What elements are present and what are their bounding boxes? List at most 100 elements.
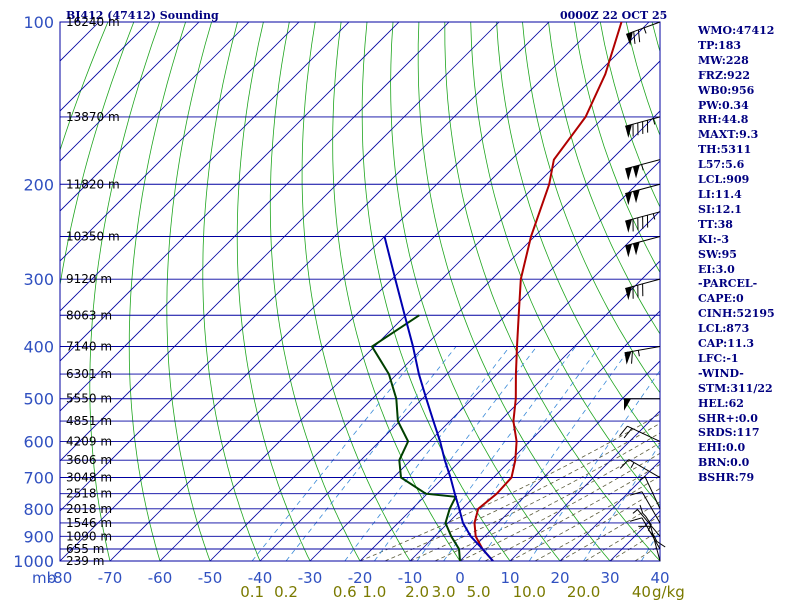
temperature-tick-label: 30 <box>600 569 619 587</box>
index-item: FRZ:922 <box>698 68 751 82</box>
wind-barb-staff <box>625 183 661 195</box>
pressure-tick-label: 400 <box>23 338 54 357</box>
wind-barb-staff <box>644 475 661 509</box>
wind-barb-staff <box>650 526 661 562</box>
moist-adiabat <box>409 432 660 561</box>
wind-barb-flag <box>631 351 633 364</box>
dry-adiabat <box>417 22 611 561</box>
mixing-ratio-label: 1.0 <box>362 583 386 600</box>
pressure-tick-label: 300 <box>23 270 54 289</box>
wind-barb-pennant <box>632 241 640 256</box>
index-item: TT:38 <box>698 217 733 231</box>
temperature-tick-label: 20 <box>550 569 569 587</box>
height-label: 655 m <box>66 542 104 556</box>
wind-barb-staff <box>628 459 661 478</box>
pressure-tick-label: 500 <box>23 390 54 409</box>
index-item: CAP:11.3 <box>698 337 755 351</box>
index-item: BSHR:79 <box>698 471 755 485</box>
index-item: KI:-3 <box>698 232 729 246</box>
chart-time: 0000Z 22 OCT 25 <box>560 9 668 22</box>
height-label: 5550 m <box>66 392 112 406</box>
mixing-ratio-label: 0.1 <box>240 583 264 600</box>
wind-barb-staff <box>625 211 661 222</box>
index-item: SI:12.1 <box>698 202 742 216</box>
dry-adiabat <box>166 22 212 561</box>
wind-barb <box>625 278 661 301</box>
index-item: WB0:956 <box>698 83 755 97</box>
wind-barb <box>639 475 661 509</box>
temperature-tick-label: -60 <box>148 569 173 587</box>
pressure-tick-label: 1000 <box>13 552 54 571</box>
wind-barb-pennant <box>625 286 632 301</box>
mixing-ratio-unit-label: g/kg <box>652 583 685 600</box>
wind-barb <box>624 346 661 365</box>
isotherm <box>60 22 250 212</box>
temperature-tick-label: -10 <box>398 569 423 587</box>
pressure-tick-label: 800 <box>23 500 54 519</box>
index-item: SW:95 <box>698 247 737 261</box>
wind-barb <box>625 211 661 233</box>
isotherm <box>209 110 660 561</box>
moist-adiabat <box>484 463 660 561</box>
wind-barb-half-flag <box>630 462 635 468</box>
wind-barb-staff <box>625 159 661 170</box>
mixing-ratio-label: 0.2 <box>274 583 298 600</box>
isotherm <box>159 60 660 561</box>
index-item: MW:228 <box>698 53 749 67</box>
index-item: EHI:0.0 <box>698 441 746 455</box>
hodograph-trace <box>639 504 666 548</box>
wind-barb-staff <box>636 508 661 537</box>
dry-adiabat <box>390 22 561 561</box>
wind-barb <box>619 459 661 478</box>
pressure-tick-label: 700 <box>23 469 54 488</box>
mixing-ratio-label: 20.0 <box>567 583 600 600</box>
moist-adiabat <box>534 487 660 561</box>
index-item: RH:44.8 <box>698 113 749 127</box>
dry-adiabat <box>128 22 186 561</box>
isotherm <box>60 22 500 462</box>
wind-barb-half-flag <box>652 213 656 220</box>
pressure-unit-label: mb <box>32 569 56 587</box>
pressure-tick-label: 200 <box>23 175 54 194</box>
isotherm <box>509 410 660 561</box>
dry-adiabat <box>202 22 261 561</box>
isotherm <box>60 22 300 262</box>
wind-barb <box>629 491 661 524</box>
index-item: HEL:62 <box>698 396 744 410</box>
height-label: 9120 m <box>66 272 112 286</box>
height-label: 3048 m <box>66 471 112 485</box>
height-label: 13870 m <box>66 110 120 124</box>
height-label: 7140 m <box>66 340 112 354</box>
mixing-ratio-line <box>344 346 511 561</box>
index-item: LCL:909 <box>698 173 750 187</box>
height-label: 2518 m <box>66 487 112 501</box>
wind-barb <box>624 398 660 411</box>
mixing-ratio-label: 5.0 <box>467 583 491 600</box>
wind-barb-half-flag <box>652 118 656 125</box>
wind-barb-pennant <box>626 31 633 46</box>
stability-indices-panel: WMO:47412 TP:183 MW:228 FRZ:922 WB0:956 PW:0.… <box>698 24 775 486</box>
index-item: SRDS:117 <box>698 426 760 440</box>
isotherm <box>259 160 660 561</box>
wind-barb-pennant <box>632 189 640 204</box>
height-label: 1090 m <box>66 529 112 543</box>
wind-barb <box>625 236 661 258</box>
height-label: 1546 m <box>66 516 112 530</box>
index-item: SHR+:0.0 <box>698 411 758 425</box>
height-label: 3606 m <box>66 453 112 467</box>
wind-barb-flag <box>633 31 636 44</box>
wind-barb-pennant <box>625 219 632 233</box>
temperature-tick-label: 40 <box>650 569 669 587</box>
height-label: 10350 m <box>66 229 120 243</box>
wind-barb-staff <box>626 21 661 35</box>
wind-barb-pennant <box>625 191 632 206</box>
height-label: 2018 m <box>66 502 112 516</box>
mixing-ratio-label: 40 <box>632 583 651 600</box>
wind-barb-half-flag <box>632 509 638 514</box>
temperature-tick-label: -70 <box>98 569 123 587</box>
wind-barb-flag <box>629 491 643 496</box>
temperature-tick-label: -40 <box>248 569 273 587</box>
isotherm <box>109 22 650 561</box>
pressure-tick-label: 100 <box>23 13 54 32</box>
wind-barb <box>625 183 661 206</box>
